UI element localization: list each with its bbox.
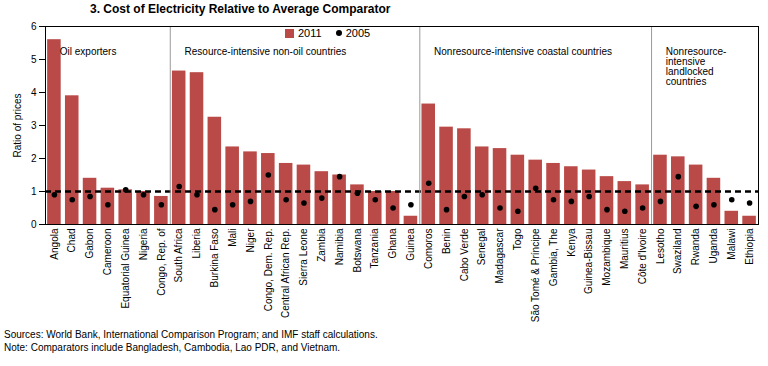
svg-text:6: 6 [31, 21, 37, 32]
svg-text:Ethiopia: Ethiopia [744, 228, 755, 265]
svg-text:Guinea: Guinea [405, 228, 416, 261]
svg-text:Central African Rep.: Central African Rep. [280, 229, 291, 319]
svg-text:1: 1 [31, 186, 37, 197]
svg-text:Burkina Faso: Burkina Faso [209, 228, 220, 287]
svg-text:Nonresource-intensive coastal: Nonresource-intensive coastal countries [434, 46, 612, 57]
svg-text:Comoros: Comoros [423, 229, 434, 270]
svg-text:Mozambique: Mozambique [601, 228, 612, 286]
svg-text:Chad: Chad [66, 229, 77, 253]
svg-text:Mauritius: Mauritius [619, 229, 630, 270]
svg-text:Gabon: Gabon [84, 229, 95, 259]
svg-text:Cameroon: Cameroon [102, 229, 113, 276]
html-text:2005: 2005 [345, 27, 371, 39]
html-text:Sources: World Bank, Internati: Sources: World Bank, International Compa… [4, 329, 378, 340]
svg-text:Rwanda: Rwanda [690, 228, 701, 265]
svg-text:São Tomé & Príncipe: São Tomé & Príncipe [530, 228, 541, 322]
svg-text:Senegal: Senegal [476, 229, 487, 266]
svg-text:2: 2 [31, 153, 37, 164]
svg-text:Ratio of prices: Ratio of prices [12, 94, 23, 158]
svg-text:Botswana: Botswana [352, 228, 363, 272]
svg-text:Cabo Verde: Cabo Verde [459, 228, 470, 281]
svg-text:Swaziland: Swaziland [672, 229, 683, 275]
svg-text:Sierra Leone: Sierra Leone [298, 228, 309, 286]
html-text:2011: 2011 [298, 27, 322, 39]
svg-text:Nigeria: Nigeria [138, 228, 149, 260]
svg-text:Madagascar: Madagascar [494, 228, 505, 284]
svg-text:Resource-intensive non-oil cou: Resource-intensive non-oil countries [185, 46, 347, 57]
svg-text:Congo, Rep. of: Congo, Rep. of [156, 228, 167, 295]
html-text:Note: Comparators include Bang: Note: Comparators include Bangladesh, Ca… [4, 342, 341, 353]
svg-text:Togo: Togo [512, 228, 523, 250]
svg-text:Guinea-Bissau: Guinea-Bissau [583, 229, 594, 295]
svg-text:4: 4 [31, 87, 37, 98]
svg-text:Niger: Niger [245, 228, 256, 253]
svg-text:3: 3 [31, 120, 37, 131]
svg-text:Benin: Benin [441, 229, 452, 255]
svg-text:Angola: Angola [49, 228, 60, 260]
svg-text:Tanzania: Tanzania [369, 228, 380, 268]
svg-text:Namibia: Namibia [334, 228, 345, 265]
html-text:3. Cost of Electricity Relativ: 3. Cost of Electricity Relative to Avera… [90, 2, 391, 16]
svg-text:Oil exporters: Oil exporters [60, 46, 117, 57]
svg-text:Uganda: Uganda [708, 228, 719, 263]
svg-text:Malawi: Malawi [726, 229, 737, 260]
svg-text:Congo, Dem. Rep.: Congo, Dem. Rep. [263, 229, 274, 312]
svg-text:Zambia: Zambia [316, 228, 327, 262]
svg-text:Lesotho: Lesotho [655, 228, 666, 264]
svg-text:Equatorial Guinea: Equatorial Guinea [120, 228, 131, 308]
svg-text:Côte d'Ivoire: Côte d'Ivoire [637, 228, 648, 284]
svg-text:Kenya: Kenya [566, 228, 577, 257]
svg-text:Liberia: Liberia [191, 228, 202, 258]
svg-text:South Africa: South Africa [173, 228, 184, 282]
svg-text:0: 0 [31, 219, 37, 230]
svg-text:Mali: Mali [227, 229, 238, 247]
svg-text:Gambia, The: Gambia, The [548, 228, 559, 286]
svg-text:5: 5 [31, 54, 37, 65]
svg-text:Nonresource-intensivelandlocke: Nonresource-intensivelandlockedcountries [666, 46, 727, 87]
svg-text:Ghana: Ghana [387, 228, 398, 258]
